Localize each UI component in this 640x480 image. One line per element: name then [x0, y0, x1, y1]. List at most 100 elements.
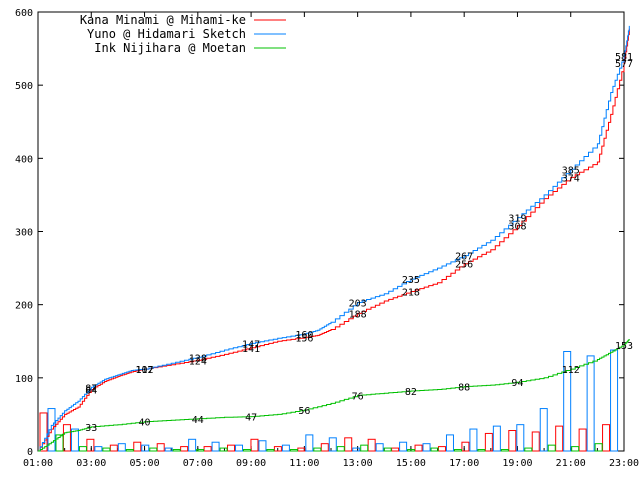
series-lines	[38, 25, 630, 452]
x-tick-label: 09:00	[236, 458, 266, 469]
hourly-bar	[250, 438, 259, 452]
y-tick-label: 500	[15, 81, 33, 92]
hourly-bar	[297, 447, 306, 452]
hourly-bar	[47, 408, 56, 452]
hourly-bar	[196, 449, 205, 452]
x-tick-label: 11:00	[289, 458, 319, 469]
hourly-bar	[320, 443, 329, 452]
hourly-bar	[571, 446, 580, 452]
hourly-bar	[133, 441, 142, 452]
data-label: 112	[562, 365, 580, 376]
hourly-bars	[39, 349, 619, 452]
hourly-bar	[414, 444, 423, 452]
hourly-bar	[266, 449, 275, 452]
data-label: 577	[615, 59, 633, 70]
data-label: 88	[458, 383, 470, 394]
hourly-bar	[375, 443, 384, 452]
hourly-bar	[180, 446, 189, 452]
plot-frame	[37, 11, 625, 452]
data-label: 156	[295, 334, 313, 345]
hourly-bar	[563, 350, 572, 452]
hourly-bar	[391, 447, 400, 452]
x-tick-label: 23:00	[609, 458, 639, 469]
hourly-bar	[539, 408, 548, 452]
hourly-bar	[531, 431, 540, 452]
hourly-bar	[453, 449, 462, 452]
data-label: 581	[615, 52, 633, 63]
hourly-bar	[164, 447, 173, 452]
data-label: 44	[192, 415, 204, 426]
data-label: 319	[508, 214, 526, 225]
hourly-bar	[516, 424, 525, 452]
data-label: 40	[139, 418, 151, 429]
data-label: 124	[189, 356, 207, 367]
hourly-bar	[484, 432, 493, 452]
hourly-bar	[360, 444, 369, 452]
data-label: 218	[402, 287, 420, 298]
data-labels: 84 107 124 141 156 188 218 256 308 374 577 87 112 128…	[85, 52, 633, 434]
data-label: 256	[455, 260, 473, 271]
hourly-bar	[70, 428, 79, 452]
hourly-bar	[367, 438, 376, 452]
hourly-bar	[352, 447, 361, 452]
series-line	[38, 339, 630, 452]
data-label: 160	[295, 330, 313, 341]
hourly-bar	[141, 444, 150, 452]
y-tick-label: 400	[15, 154, 33, 165]
hourly-bar	[243, 449, 252, 452]
hourly-bar	[610, 349, 619, 452]
data-label: 94	[511, 378, 523, 389]
hourly-bar	[258, 440, 267, 452]
hourly-bar	[602, 424, 611, 452]
data-label: 84	[85, 386, 97, 397]
data-label: 385	[562, 165, 580, 176]
hourly-bar	[102, 447, 111, 452]
data-label: 87	[85, 383, 97, 394]
series-line	[38, 28, 630, 452]
hourly-bar	[407, 449, 416, 452]
y-tick-label: 100	[15, 374, 33, 385]
legend-label: Ink Nijihara @ Moetan	[94, 41, 246, 55]
data-label: 153	[615, 341, 633, 352]
data-label: 141	[242, 344, 260, 355]
hourly-bar	[508, 430, 517, 452]
hourly-bar	[422, 443, 431, 452]
hourly-bar	[55, 434, 64, 452]
hourly-bar	[500, 449, 509, 452]
hourly-bar	[305, 434, 314, 452]
hourly-bar	[78, 446, 87, 452]
hourly-bar	[235, 444, 244, 452]
y-tick-label: 0	[27, 447, 33, 458]
data-label: 128	[189, 353, 207, 364]
hourly-bar	[156, 443, 165, 452]
data-label: 33	[85, 423, 97, 434]
data-label: 203	[349, 298, 367, 309]
x-tick-label: 05:00	[129, 458, 159, 469]
legend-label: Yuno @ Hidamari Sketch	[87, 27, 246, 41]
hourly-bar	[461, 441, 470, 452]
hourly-bar	[289, 449, 298, 452]
hourly-bar	[211, 441, 220, 452]
x-tick-label: 13:00	[343, 458, 373, 469]
hourly-bar	[94, 446, 103, 452]
hourly-bar	[555, 425, 564, 452]
y-tick-label: 600	[15, 8, 33, 19]
y-tick-label: 200	[15, 301, 33, 312]
y-tick-label: 300	[15, 228, 33, 239]
hourly-bar	[203, 446, 212, 452]
data-label: 267	[455, 252, 473, 263]
hourly-bar	[117, 443, 126, 452]
data-label: 235	[402, 275, 420, 286]
hourly-bar	[227, 444, 236, 452]
hourly-bar	[313, 447, 322, 452]
x-tick-label: 21:00	[556, 458, 586, 469]
data-label: 374	[562, 173, 580, 184]
x-tick-label: 19:00	[502, 458, 532, 469]
x-tick-label: 17:00	[449, 458, 479, 469]
data-label: 56	[298, 406, 310, 417]
data-label: 82	[405, 387, 417, 398]
legend-label: Kana Minami @ Minami-ke	[80, 13, 246, 27]
hourly-bar	[125, 449, 134, 452]
